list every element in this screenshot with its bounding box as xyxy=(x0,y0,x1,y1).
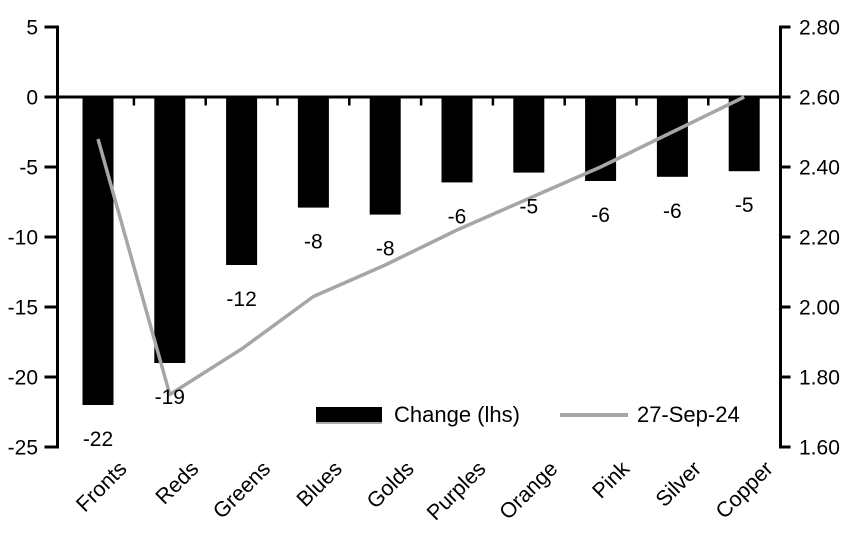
left-axis-tick-label: 5 xyxy=(26,17,38,40)
left-axis-tick-label: -5 xyxy=(19,157,38,180)
left-axis-tick-label: -15 xyxy=(8,297,38,320)
bar xyxy=(728,97,760,172)
bar xyxy=(297,97,329,208)
bar-data-label: -19 xyxy=(155,386,185,409)
right-axis-tick-label: 2.20 xyxy=(799,227,840,250)
left-axis-tick-label: -20 xyxy=(8,367,38,390)
bar-data-labels: -22 -19 -12 -8 -8 -6 -5 -6 -6 -5 xyxy=(83,194,754,451)
bar xyxy=(154,97,186,363)
category-label: Fronts xyxy=(71,457,131,517)
category-label: Pink xyxy=(588,456,635,503)
category-label: Purples xyxy=(422,457,491,526)
legend-label-line-series: 27-Sep-24 xyxy=(636,402,740,427)
bar-data-label: -12 xyxy=(226,288,256,311)
left-axis-tick-label: -25 xyxy=(8,437,38,460)
bar-data-label: -8 xyxy=(376,238,395,261)
bar-series-swatch xyxy=(316,406,382,424)
line-series-path xyxy=(96,95,745,397)
right-axis-tick-label: 1.80 xyxy=(799,367,840,390)
line-series xyxy=(96,95,745,397)
right-axis-tick-label: 2.60 xyxy=(799,87,840,110)
category-label: Greens xyxy=(208,457,275,524)
right-axis-tick-label: 1.60 xyxy=(799,437,840,460)
legend: Change (lhs) 27-Sep-24 xyxy=(316,402,740,428)
left-axis-tick-label: 0 xyxy=(26,87,38,110)
bar-data-label: -6 xyxy=(591,204,610,227)
category-axis-labels: Fronts Reds Greens Blues Golds Purples Orange P… xyxy=(71,456,777,525)
bar xyxy=(82,97,114,405)
bar-data-label: -8 xyxy=(304,231,323,254)
bar-data-label: -6 xyxy=(663,200,682,223)
bar-data-label: -5 xyxy=(519,196,538,219)
category-label: Blues xyxy=(292,457,347,512)
category-label: Silver xyxy=(651,457,706,512)
bar-data-label: -6 xyxy=(448,205,467,228)
category-label: Reds xyxy=(151,457,203,509)
bar-data-label: -5 xyxy=(735,194,754,217)
left-axis-tick-label: -10 xyxy=(8,227,38,250)
right-axis-tick-labels: 2.80 2.60 2.40 2.20 2.00 1.80 1.60 xyxy=(799,17,840,460)
left-axis-tick-labels: 5 0 -5 -10 -15 -20 -25 xyxy=(8,17,38,460)
bar-data-label: -22 xyxy=(83,428,113,451)
axes xyxy=(44,25,791,449)
category-label: Copper xyxy=(711,457,778,524)
right-axis-tick-label: 2.80 xyxy=(799,17,840,40)
category-label: Golds xyxy=(362,457,419,514)
bar xyxy=(441,97,473,183)
bar xyxy=(369,97,401,215)
right-axis-tick-label: 2.40 xyxy=(799,157,840,180)
right-axis-tick-label: 2.00 xyxy=(799,297,840,320)
category-label: Orange xyxy=(495,457,563,525)
legend-label-bar-series: Change (lhs) xyxy=(394,402,520,427)
bar-series xyxy=(82,97,760,405)
bar xyxy=(226,97,258,265)
line-series-swatch xyxy=(559,413,628,417)
bar xyxy=(513,97,545,173)
